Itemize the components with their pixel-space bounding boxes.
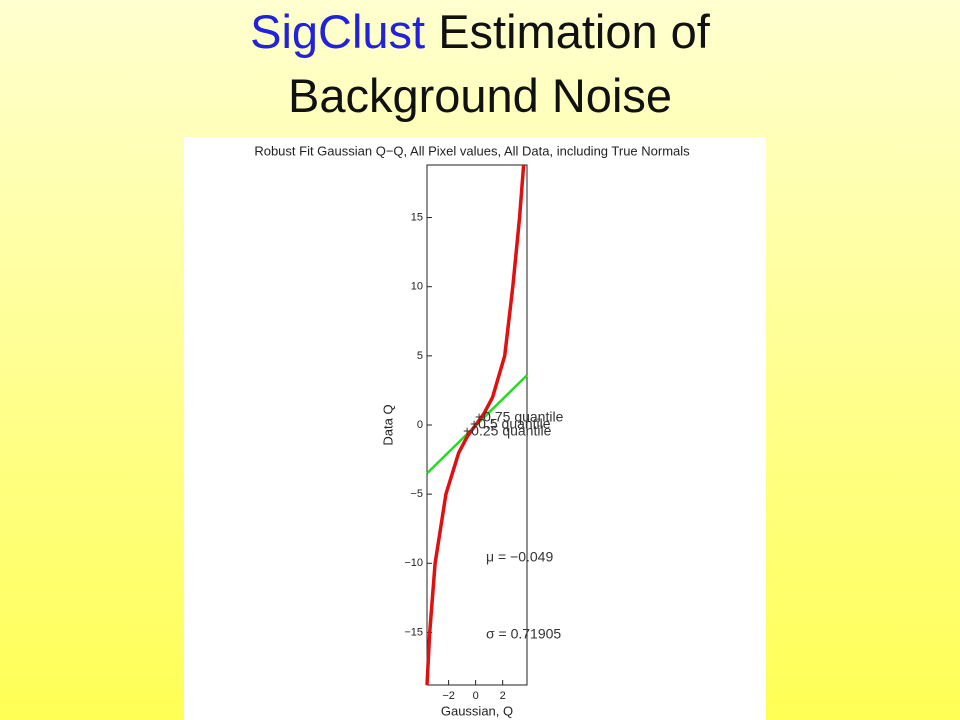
y-tick-label: 10 (411, 281, 423, 293)
y-axis-label: Data Q (380, 404, 395, 445)
chart-title: Robust Fit Gaussian Q−Q, All Pixel value… (254, 143, 690, 158)
x-axis-label: Gaussian, Q (441, 703, 513, 718)
annotation: μ = −0.049 (486, 549, 553, 565)
slide-title: SigClust Estimation of Background Noise (160, 0, 800, 128)
chart: Robust Fit Gaussian Q−Q, All Pixel value… (184, 137, 766, 720)
y-tick-label: 0 (417, 419, 423, 431)
y-tick-label: −5 (410, 488, 423, 500)
title-rest: Estimation of Background Noise (287, 5, 710, 122)
data-line (425, 164, 526, 686)
x-tick-label: 2 (500, 690, 506, 702)
title-highlight: SigClust (250, 5, 426, 58)
annotation: +0.25 quantile (463, 423, 552, 439)
y-tick-label: −10 (404, 557, 423, 569)
annotation: σ = 0.71905 (486, 626, 561, 642)
y-tick-label: −15 (404, 626, 423, 638)
annotation: +0.75 quantile (475, 409, 564, 425)
y-tick-label: 15 (411, 211, 423, 223)
x-tick-label: 0 (473, 690, 479, 702)
y-tick-label: 5 (417, 350, 423, 362)
annotation: +0.5 quantile (470, 416, 551, 432)
x-tick-label: −2 (442, 690, 455, 702)
